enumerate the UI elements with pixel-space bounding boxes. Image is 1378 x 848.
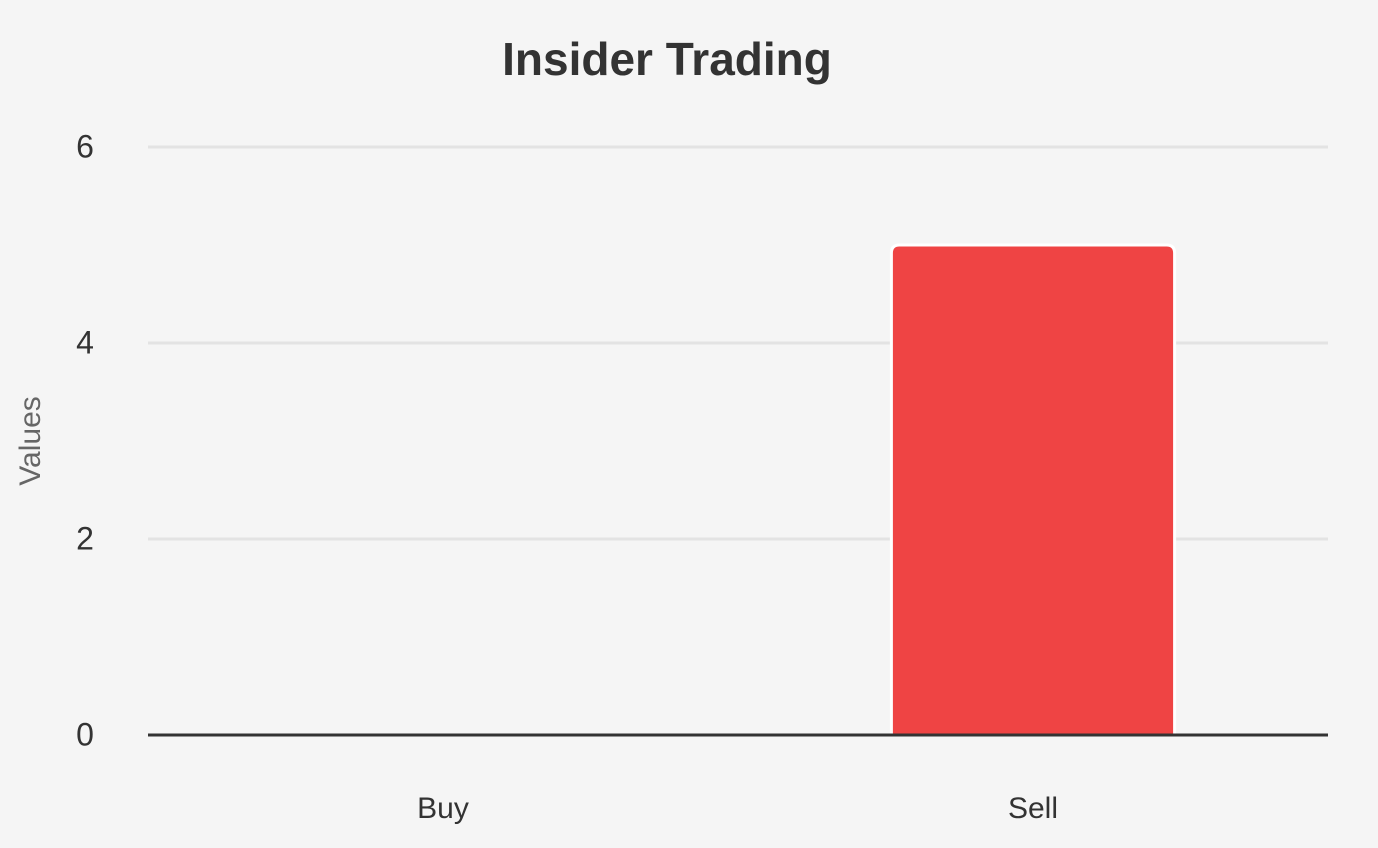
y-tick-label: 2 xyxy=(76,520,94,556)
y-tick-label: 0 xyxy=(76,716,94,752)
y-tick-label: 6 xyxy=(76,128,94,164)
x-tick-label: Buy xyxy=(417,792,469,825)
x-tick-label: Sell xyxy=(1008,792,1058,825)
bar xyxy=(889,243,1177,737)
chart-title: Insider Trading xyxy=(502,33,832,85)
y-axis-label: Values xyxy=(14,396,47,486)
y-tick-label: 4 xyxy=(76,324,94,360)
